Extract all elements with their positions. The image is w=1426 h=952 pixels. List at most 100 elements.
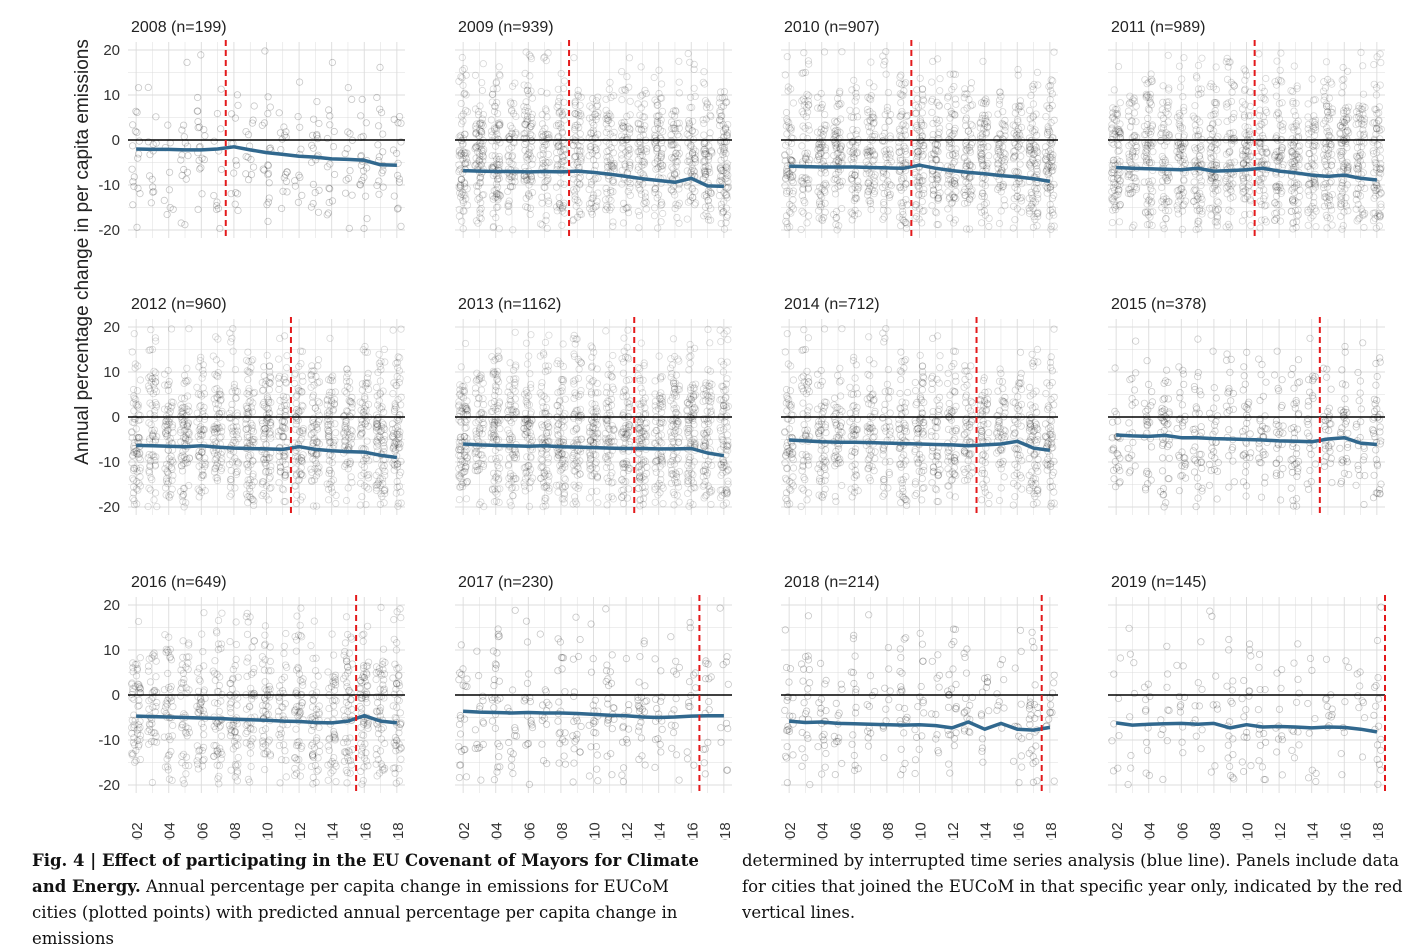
scatter-point	[179, 172, 185, 178]
scatter-point	[265, 110, 271, 116]
scatter-point	[833, 120, 839, 126]
scatter-point	[721, 226, 727, 232]
scatter-point	[529, 95, 535, 101]
scatter-point	[1026, 107, 1032, 113]
scatter-point	[165, 367, 171, 373]
scatter-point	[472, 72, 478, 78]
scatter-point	[232, 485, 238, 491]
scatter-point	[325, 497, 331, 503]
scatter-point	[496, 226, 502, 232]
scatter-point	[266, 387, 272, 393]
scatter-point	[1208, 113, 1214, 119]
scatter-point	[1229, 89, 1235, 95]
scatter-point	[968, 80, 974, 86]
scatter-point	[1305, 222, 1311, 228]
scatter-point	[685, 50, 691, 56]
scatter-point	[276, 386, 282, 392]
scatter-point	[362, 193, 368, 199]
scatter-point	[1177, 84, 1183, 90]
scatter-point	[1214, 198, 1220, 204]
scatter-point	[314, 98, 320, 104]
scatter-point	[799, 143, 805, 149]
scatter-point	[1329, 158, 1335, 164]
scatter-point	[358, 162, 364, 168]
scatter-point	[659, 108, 665, 114]
scatter-point	[346, 225, 352, 231]
scatter-point	[604, 189, 610, 195]
scatter-point	[624, 74, 630, 80]
scatter-point	[266, 363, 272, 369]
scatter-point	[691, 66, 697, 72]
scatter-point	[326, 107, 332, 113]
scatter-point	[1329, 222, 1335, 228]
scatter-point	[349, 96, 355, 102]
panel-2009: 2009 (n=939)	[455, 19, 732, 240]
scatter-point	[913, 213, 919, 219]
scatter-point	[184, 59, 190, 65]
scatter-point	[153, 114, 159, 120]
scatter-point	[627, 192, 633, 198]
scatter-point	[134, 129, 140, 135]
scatter-point	[459, 54, 465, 60]
scatter-point	[375, 123, 381, 129]
scatter-point	[806, 127, 812, 133]
scatter-point	[868, 59, 874, 65]
scatter-point	[211, 192, 217, 198]
scatter-point	[1362, 185, 1368, 191]
scatter-point	[376, 191, 382, 197]
scatter-point	[324, 212, 330, 218]
scatter-point	[1378, 59, 1384, 65]
scatter-point	[1323, 59, 1329, 65]
scatter-point	[230, 325, 236, 331]
scatter-point	[308, 204, 314, 210]
scatter-point	[997, 89, 1003, 95]
scatter-point	[676, 58, 682, 64]
scatter-point	[798, 226, 804, 232]
scatter-point	[185, 152, 191, 158]
scatter-point	[358, 113, 364, 119]
scatter-point	[377, 64, 383, 70]
scatter-point	[638, 64, 644, 70]
scatter-point	[1226, 207, 1232, 213]
scatter-point	[651, 213, 657, 219]
scatter-point	[537, 221, 543, 227]
scatter-point	[505, 209, 511, 215]
scatter-point	[186, 326, 192, 332]
scatter-point	[165, 122, 171, 128]
scatter-point	[559, 222, 565, 228]
scatter-point	[390, 390, 396, 396]
scatter-point	[477, 103, 483, 109]
scatter-point	[1145, 115, 1151, 121]
scatter-point	[676, 79, 682, 85]
scatter-point	[148, 487, 154, 493]
scatter-point	[1291, 63, 1297, 69]
scatter-point	[1239, 218, 1245, 224]
scatter-point	[556, 194, 562, 200]
scatter-point	[854, 114, 860, 120]
scatter-point	[903, 181, 909, 187]
scatter-point	[330, 477, 336, 483]
scatter-point	[674, 214, 680, 220]
scatter-point	[310, 181, 316, 187]
scatter-point	[496, 64, 502, 70]
scatter-point	[919, 110, 925, 116]
scatter-point	[980, 58, 986, 64]
scatter-point	[1263, 75, 1269, 81]
scatter-point	[1264, 109, 1270, 115]
scatter-point	[283, 178, 289, 184]
scatter-point	[673, 201, 679, 207]
scatter-point	[1147, 214, 1153, 220]
scatter-point	[276, 110, 282, 116]
scatter-point	[885, 208, 891, 214]
scatter-point	[937, 76, 943, 82]
scatter-point	[883, 48, 889, 54]
scatter-point	[1179, 226, 1185, 232]
scatter-point	[847, 107, 853, 113]
scatter-point	[543, 213, 549, 219]
scatter-point	[166, 187, 172, 193]
scatter-point	[651, 205, 657, 211]
scatter-point	[218, 166, 224, 172]
scatter-point	[919, 86, 925, 92]
scatter-point	[1291, 108, 1297, 114]
